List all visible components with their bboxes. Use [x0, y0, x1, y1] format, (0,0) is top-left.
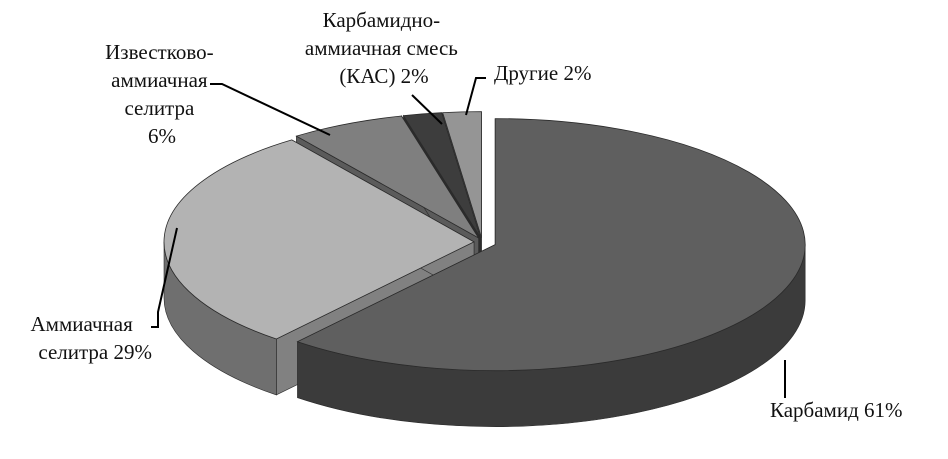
slice-top-4 — [442, 111, 482, 238]
leader-line-4 — [465, 77, 486, 116]
label-karbamid: Карбамид 61% — [770, 398, 903, 422]
label-drugie: Другие 2% — [494, 61, 591, 85]
leader-line-1 — [151, 227, 178, 328]
slice-top-2 — [295, 115, 479, 239]
leader-lines — [151, 77, 786, 398]
slice-top-3 — [402, 112, 481, 238]
label-izvestkovo-ammiachnaya: Известково- аммиачная селитра 6% — [105, 40, 219, 148]
slice-top-0 — [296, 118, 806, 371]
leader-line-3 — [411, 94, 443, 125]
slice-top-1 — [163, 139, 475, 340]
label-kas: Карбамидно- аммиачная смесь (КАС) 2% — [305, 8, 463, 88]
label-ammiachnaya-selitra: Аммиачная селитра 29% — [31, 312, 153, 364]
pie-tops — [163, 111, 806, 371]
leader-line-2 — [210, 83, 331, 136]
